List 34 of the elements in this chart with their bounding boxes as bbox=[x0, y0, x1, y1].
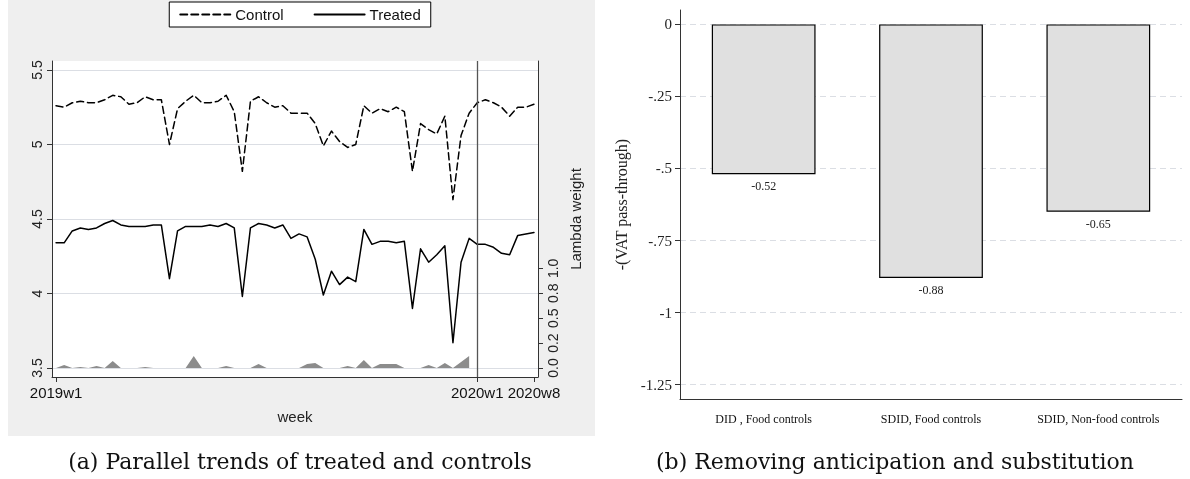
y2-axis-title: Lambda weight bbox=[567, 167, 584, 270]
text: (a) Parallel trends of treated and controls bbox=[68, 448, 532, 474]
text: (b) Removing anticipation and substitution bbox=[655, 448, 1135, 474]
x-tick-label: SDID, Food controls bbox=[880, 412, 982, 426]
y2-tick-label: 0.8 bbox=[545, 283, 561, 303]
y-tick-label: -1 bbox=[659, 304, 672, 321]
line-series bbox=[55, 219, 535, 344]
x-tick-label: 2020w1 bbox=[450, 384, 504, 401]
y-tick-label: 3.5 bbox=[29, 358, 45, 378]
y-axis-title: -(VAT pass-through) bbox=[613, 138, 632, 271]
y-tick-label: -1.25 bbox=[640, 376, 672, 393]
y-tick-label: 5.5 bbox=[29, 60, 45, 80]
legend-label: Treated bbox=[369, 6, 421, 23]
y-tick-label: 4.5 bbox=[29, 209, 45, 229]
y-tick-label: -.5 bbox=[655, 160, 672, 177]
y2-tick-label: 0.2 bbox=[545, 333, 561, 353]
legend-label: Control bbox=[235, 6, 284, 23]
x-tick-label: 2020w8 bbox=[507, 384, 561, 401]
y-tick-label: 4 bbox=[29, 289, 45, 298]
data-label: -0.65 bbox=[1085, 216, 1111, 231]
x-tick-label: 2019w1 bbox=[29, 384, 83, 401]
y-tick-label: -.25 bbox=[648, 88, 672, 105]
y-tick-label: -.75 bbox=[648, 232, 672, 249]
y-tick-label: 0 bbox=[664, 16, 672, 33]
x-axis-title: week bbox=[276, 408, 313, 425]
y2-tick-label: 1.0 bbox=[545, 258, 561, 279]
data-label: -0.52 bbox=[751, 179, 777, 194]
y2-tick-label: 0.0 bbox=[545, 358, 561, 378]
y-tick-label: 5 bbox=[29, 140, 45, 149]
data-label: -0.88 bbox=[918, 282, 944, 297]
y2-tick-label: 0.5 bbox=[545, 308, 561, 328]
line-series bbox=[55, 94, 535, 201]
x-tick-label: DID , Food controls bbox=[715, 412, 813, 426]
x-tick-label: SDID, Non-food controls bbox=[1037, 412, 1160, 426]
